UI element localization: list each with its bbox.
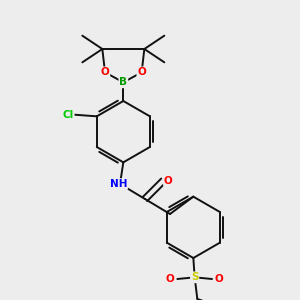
- Text: Cl: Cl: [62, 110, 74, 120]
- Text: B: B: [119, 77, 127, 87]
- Text: O: O: [137, 67, 146, 77]
- Text: NH: NH: [110, 179, 127, 189]
- Text: O: O: [215, 274, 224, 284]
- Text: O: O: [100, 67, 109, 77]
- Text: S: S: [191, 272, 198, 282]
- Text: O: O: [166, 274, 174, 284]
- Text: O: O: [164, 176, 173, 186]
